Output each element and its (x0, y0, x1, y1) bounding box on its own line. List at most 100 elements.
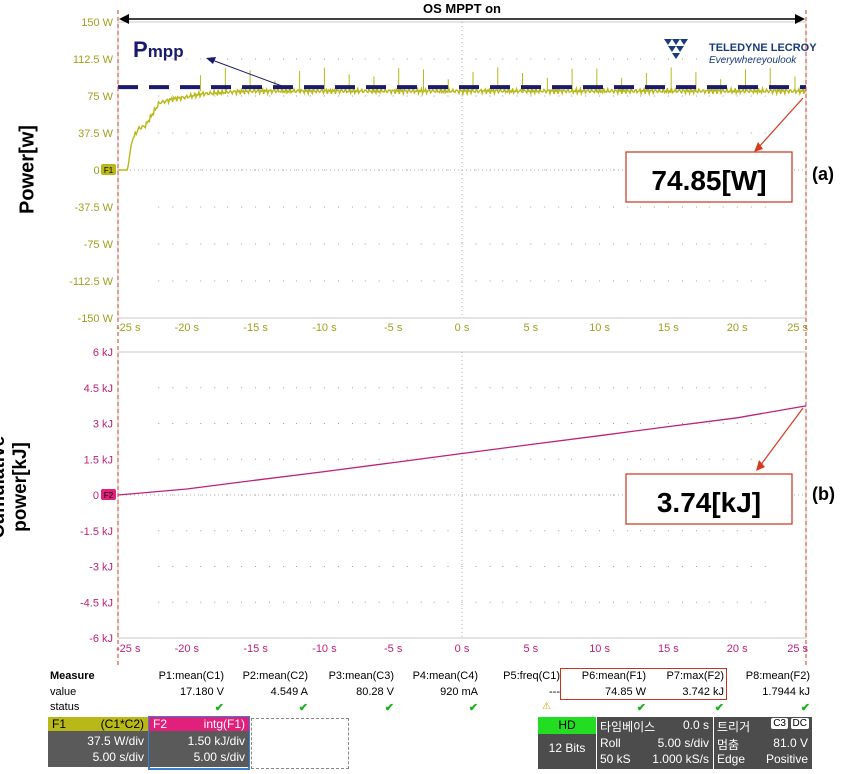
param-5[interactable]: P5:freq(C1) (503, 670, 560, 682)
chart-title: OS MPPT on (423, 1, 501, 16)
pmpp-label: Pmpp (133, 37, 184, 62)
timebase-mode: Roll (600, 736, 621, 750)
y-tick-label: -75 W (84, 239, 114, 251)
y-tick-label: 37.5 W (78, 128, 113, 140)
x-tick-label: 20 s (727, 643, 748, 655)
bits-label: 12 Bits (548, 741, 586, 755)
param-8[interactable]: P8:mean(F2) (745, 670, 810, 682)
hd-panel[interactable]: HD 12 Bits (538, 717, 596, 769)
value-1: 17.180 V (179, 686, 224, 698)
x-tick-label: 5 s (523, 643, 538, 655)
y-tick-label: -6 kJ (89, 633, 113, 645)
trigger-state: 멈춤 (717, 738, 740, 752)
x-tick-label: -25 s (116, 322, 141, 334)
x-tick-label: 10 s (589, 643, 610, 655)
f1-tag: F1 (52, 717, 67, 731)
status-ok-icon: ✔ (468, 702, 478, 714)
teledyne-lecroy-logo (664, 39, 688, 59)
y-tick-label: -4.5 kJ (80, 597, 113, 609)
param-2[interactable]: P2:mean(C2) (242, 670, 308, 682)
cumulative-power-trace (117, 405, 807, 496)
span-arrow-right-head (795, 14, 805, 24)
f2-tdiv: 5.00 s/div (193, 750, 245, 764)
y-tick-label: -150 W (78, 313, 114, 325)
callout-b-box (625, 473, 793, 525)
empty-channel-slot[interactable] (251, 718, 349, 769)
f2-vdiv: 1.50 kJ/div (187, 734, 245, 748)
trigger-panel[interactable]: 트리거 C3 DC 멈춤 81.0 V Edge Positive (714, 717, 812, 769)
status-ok-icon: ✔ (800, 702, 810, 714)
status-ok-icon: ✔ (384, 702, 394, 714)
x-tick-label: 0 s (455, 322, 470, 334)
x-tick-label: 10 s (589, 322, 610, 334)
param-3[interactable]: P3:mean(C3) (328, 670, 394, 682)
span-arrow-left-head (119, 14, 129, 24)
trigger-channel: C3 (771, 718, 788, 729)
value-2: 4.549 A (270, 686, 308, 698)
title-background (405, 1, 529, 15)
x-tick-label: 5 s (523, 322, 538, 334)
callout-a-pointer (757, 97, 804, 149)
f2-channel-box[interactable]: F2 intg(F1) 1.50 kJ/div 5.00 s/div (148, 716, 250, 770)
timebase-tdiv: 5.00 s/div (657, 736, 709, 750)
y-tick-label: -1.5 kJ (80, 526, 113, 538)
value-4: 920 mA (440, 686, 478, 698)
status-warning-icon: ⚠ (542, 701, 551, 712)
trigger-title: 트리거 (717, 720, 751, 734)
param-6[interactable]: P6:mean(F1) (581, 670, 646, 682)
x-tick-label: -15 s (243, 643, 268, 655)
trigger-type: Edge (717, 752, 746, 766)
y-tick-label: -3 kJ (89, 562, 113, 574)
status-label: status (50, 701, 80, 713)
x-tick-label: -25 s (116, 643, 141, 655)
y-tick-label: 112.5 W (73, 54, 114, 66)
x-tick-label: -5 s (384, 643, 403, 655)
label-b: (b) (812, 484, 835, 504)
timebase-rate: 1.000 kS/s (652, 752, 709, 766)
param-1[interactable]: P1:mean(C1) (158, 670, 224, 682)
y-tick-label: 4.5 kJ (84, 383, 113, 395)
x-tick-label: -5 s (384, 322, 403, 334)
callout-a-text: 74.85[W] (651, 165, 766, 196)
timebase-title: 타임베이스 (600, 720, 656, 734)
y-tick-label: -112.5 W (69, 276, 113, 288)
callout-b-pointer (759, 407, 804, 467)
x-tick-label: 25 s (787, 643, 808, 655)
value-7: 3.742 kJ (682, 686, 724, 698)
y-tick-label: 3 kJ (93, 419, 113, 431)
f1-channel-box[interactable]: F1 (C1*C2) 37.5 W/div 5.00 s/div (48, 717, 148, 769)
callout-b-text: 3.74[kJ] (657, 487, 761, 518)
value-6: 74.85 W (605, 686, 646, 698)
x-tick-label: 20 s (727, 322, 748, 334)
f1-vdiv: 37.5 W/div (87, 734, 144, 748)
param-4[interactable]: P4:mean(C4) (412, 670, 478, 682)
power-axis-title: Power[w] (16, 125, 39, 214)
y-tick-label: 6 kJ (93, 347, 113, 359)
x-tick-label: 15 s (658, 322, 679, 334)
x-tick-label: -20 s (175, 322, 200, 334)
x-tick-label: -10 s (312, 643, 337, 655)
status-ok-icon: ✔ (636, 702, 646, 714)
measure-header: Measure (50, 670, 95, 682)
timebase-offset: 0.0 s (682, 718, 709, 732)
status-ok-icon: ✔ (714, 702, 724, 714)
value-label: value (50, 686, 77, 698)
x-tick-label: 0 s (455, 643, 470, 655)
callout-a-pointer-head (754, 142, 763, 152)
callout-a-box (625, 151, 793, 203)
param-7[interactable]: P7:max(F2) (666, 670, 724, 682)
f1-tdiv: 5.00 s/div (92, 750, 144, 764)
x-tick-label: 15 s (658, 643, 679, 655)
f2-expression: intg(F1) (203, 717, 245, 731)
y-tick-label: 75 W (87, 91, 113, 103)
f2-tag: F2 (153, 717, 168, 731)
pmpp-pointer-line (211, 59, 291, 90)
hd-badge: HD (538, 717, 596, 734)
cumulative-axis-title: Cumulative power[kJ] (0, 435, 31, 539)
timebase-panel[interactable]: 타임베이스 0.0 s Roll 5.00 s/div 50 kS 1.000 … (597, 717, 713, 769)
channel-marker-label: F2 (104, 491, 114, 500)
channel-marker-tag (101, 164, 116, 175)
x-tick-label: -15 s (243, 322, 268, 334)
status-ok-icon: ✔ (298, 702, 308, 714)
value-8: 1.7944 kJ (762, 686, 810, 698)
